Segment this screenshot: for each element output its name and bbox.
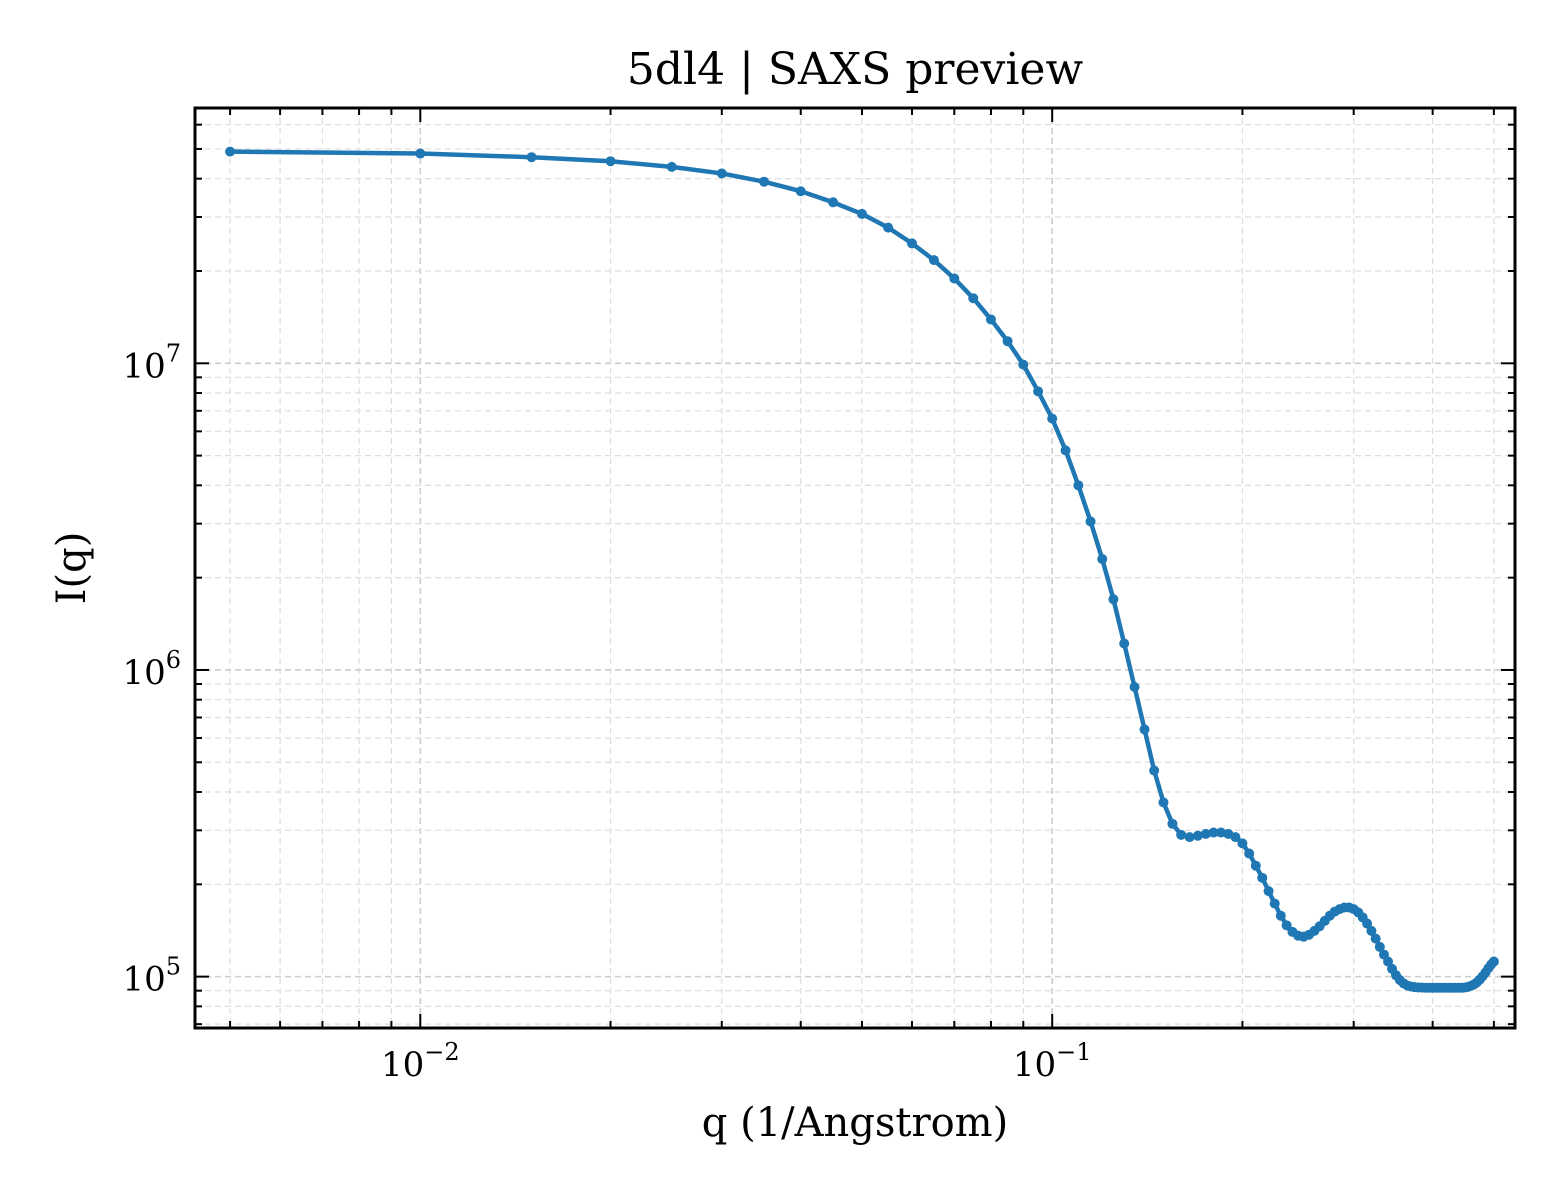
data-point xyxy=(968,293,979,304)
data-point xyxy=(1192,830,1203,841)
data-point xyxy=(1370,933,1381,944)
data-point xyxy=(526,152,537,163)
grid-lines xyxy=(195,108,1515,1028)
x-axis-label: q (1/Angstrom) xyxy=(702,1100,1008,1146)
data-point xyxy=(666,161,677,172)
data-point xyxy=(1047,413,1058,424)
series-layer xyxy=(225,146,1499,993)
x-tick-base: 10 xyxy=(1013,1045,1056,1085)
data-point xyxy=(1383,956,1394,967)
data-point xyxy=(1250,860,1261,871)
data-point xyxy=(1108,594,1119,605)
data-point xyxy=(1129,681,1140,692)
data-point xyxy=(1097,554,1108,565)
data-point xyxy=(928,255,939,266)
data-point xyxy=(1018,359,1029,370)
data-point xyxy=(415,148,426,159)
data-point xyxy=(716,168,727,179)
data-point xyxy=(1257,872,1268,883)
data-point xyxy=(1119,638,1130,649)
y-tick-label: 106 xyxy=(122,646,181,693)
data-point xyxy=(1366,925,1377,936)
data-point xyxy=(1488,956,1499,967)
chart-title: 5dl4 | SAXS preview xyxy=(627,44,1084,95)
data-point xyxy=(1139,724,1150,735)
data-point xyxy=(1002,336,1013,347)
y-tick-exponent: 6 xyxy=(166,646,181,674)
data-point xyxy=(225,146,236,157)
y-axis-label: I(q) xyxy=(49,532,95,605)
data-point xyxy=(1269,898,1280,909)
data-point xyxy=(759,176,770,187)
x-tick-base: 10 xyxy=(381,1045,424,1085)
data-point xyxy=(856,208,867,219)
data-point xyxy=(1158,797,1169,808)
data-point xyxy=(1362,918,1373,929)
data-point xyxy=(1237,838,1248,849)
intensity-points xyxy=(225,146,1499,993)
data-point xyxy=(1200,828,1211,839)
y-tick-exponent: 7 xyxy=(166,339,181,367)
data-point xyxy=(1374,941,1385,952)
data-point xyxy=(1263,886,1274,897)
plot-frame xyxy=(193,106,1517,1030)
y-tick-label: 105 xyxy=(122,953,181,1000)
y-tick-base: 10 xyxy=(122,653,165,693)
data-point xyxy=(1073,480,1084,491)
y-tick-base: 10 xyxy=(122,960,165,1000)
axis-ticks xyxy=(195,108,1515,1028)
data-point xyxy=(1281,920,1292,931)
data-point xyxy=(883,222,894,233)
data-point xyxy=(1176,829,1187,840)
data-point xyxy=(1275,910,1286,921)
data-point xyxy=(1060,445,1071,456)
y-tick-exponent: 5 xyxy=(166,953,181,981)
x-tick-label: 10−1 xyxy=(1013,1038,1092,1085)
data-point xyxy=(1208,827,1219,838)
data-point xyxy=(985,314,996,325)
y-tick-label: 107 xyxy=(122,339,181,386)
data-point xyxy=(1085,516,1096,527)
data-point xyxy=(795,186,806,197)
data-point xyxy=(1149,765,1160,776)
x-tick-exponent: −1 xyxy=(1056,1038,1091,1066)
data-point xyxy=(1033,386,1044,397)
x-tick-exponent: −2 xyxy=(424,1038,459,1066)
x-tick-label: 10−2 xyxy=(381,1038,460,1085)
data-point xyxy=(1184,832,1195,843)
data-point xyxy=(1244,848,1255,859)
y-tick-base: 10 xyxy=(122,346,165,386)
data-point xyxy=(828,197,839,208)
data-point xyxy=(907,238,918,249)
data-point xyxy=(1230,832,1241,843)
data-point xyxy=(949,273,960,284)
data-point xyxy=(1167,818,1178,829)
data-point xyxy=(605,156,616,167)
